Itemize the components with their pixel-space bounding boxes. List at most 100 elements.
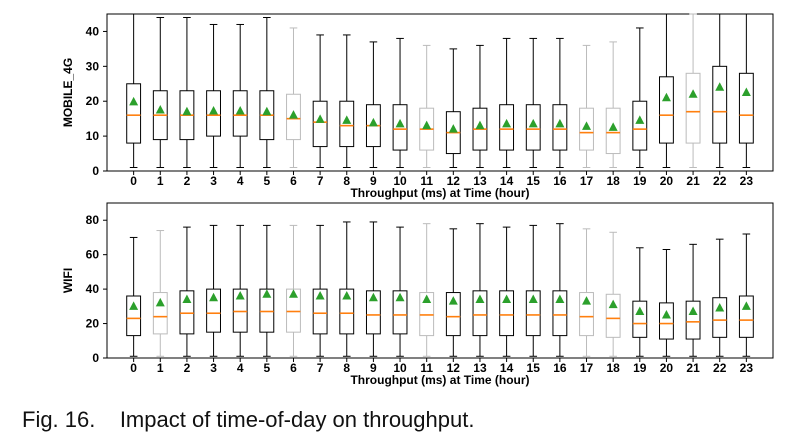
y-axis-label: WIFI <box>61 268 75 293</box>
mean-marker <box>129 96 139 106</box>
x-tick-label: 18 <box>606 361 620 375</box>
y-tick-label: 40 <box>86 282 100 296</box>
x-tick-label: 1 <box>157 174 164 188</box>
mean-marker <box>288 289 298 298</box>
iqr-box <box>206 288 221 333</box>
x-tick-label: 0 <box>130 361 137 375</box>
iqr-box <box>605 107 621 155</box>
mean-marker <box>368 292 378 302</box>
iqr-box <box>339 288 355 335</box>
iqr-box <box>579 107 594 151</box>
box-hour-8 <box>339 34 355 169</box>
box-hour-12 <box>445 48 461 169</box>
box-hour-14 <box>499 37 515 169</box>
x-tick-label: 10 <box>393 174 407 188</box>
mean-marker <box>475 120 485 130</box>
iqr-box <box>712 65 728 144</box>
box-hour-7 <box>312 34 328 169</box>
iqr-box <box>206 90 221 137</box>
box-hour-3 <box>206 23 221 169</box>
x-tick-label: 11 <box>420 361 433 375</box>
iqr-box <box>552 290 568 337</box>
x-tick-label: 12 <box>447 174 461 188</box>
mean-marker <box>528 294 538 303</box>
box-hour-15 <box>525 37 541 169</box>
mean-marker <box>342 291 352 300</box>
box-hour-19 <box>632 247 648 357</box>
iqr-box <box>659 302 674 340</box>
mean-marker <box>209 105 219 115</box>
box-hour-14 <box>499 226 515 357</box>
x-tick-label: 7 <box>317 174 324 188</box>
iqr-box <box>525 290 541 337</box>
box-hour-6 <box>286 224 301 357</box>
iqr-box <box>552 104 568 151</box>
iqr-box <box>232 90 248 137</box>
x-tick-label: 23 <box>740 174 754 188</box>
x-tick-label: 6 <box>290 361 297 375</box>
x-tick-label: 16 <box>553 361 567 375</box>
iqr-box <box>445 292 461 337</box>
x-tick-label: 22 <box>713 174 727 188</box>
x-tick-label: 12 <box>447 361 461 375</box>
x-tick-label: 15 <box>527 174 541 188</box>
box-hour-11 <box>419 223 435 357</box>
x-tick-label: 20 <box>660 174 674 188</box>
iqr-box <box>685 72 701 144</box>
mean-marker <box>555 118 565 128</box>
y-tick-label: 0 <box>92 164 99 178</box>
iqr-box <box>286 93 301 141</box>
iqr-box <box>339 100 355 148</box>
iqr-box <box>419 292 435 337</box>
iqr-box <box>472 290 488 337</box>
box-hour-21 <box>685 13 701 169</box>
iqr-box <box>152 292 168 335</box>
mean-marker <box>688 89 698 98</box>
mean-marker <box>661 309 671 319</box>
box-hour-13 <box>472 223 488 357</box>
x-tick-label: 3 <box>210 174 217 188</box>
box-hour-22 <box>712 238 728 357</box>
y-axis-label: MOBILE_4G <box>61 58 75 127</box>
y-tick-label: 20 <box>86 317 100 331</box>
x-tick-label: 0 <box>130 174 137 188</box>
iqr-box <box>126 83 142 144</box>
x-tick-label: 10 <box>393 361 407 375</box>
iqr-box <box>365 290 381 335</box>
box-hour-15 <box>525 224 541 357</box>
x-tick-label: 20 <box>660 361 674 375</box>
mean-marker <box>608 299 618 309</box>
box-hour-10 <box>392 37 408 169</box>
x-tick-label: 11 <box>420 174 433 188</box>
box-hour-3 <box>206 224 221 357</box>
box-hour-9 <box>365 221 381 357</box>
x-tick-label: 5 <box>263 361 270 375</box>
box-hour-2 <box>179 16 195 169</box>
box-hour-1 <box>152 16 168 169</box>
x-axis-label: Throughput (ms) at Time (hour) <box>350 373 529 387</box>
iqr-box <box>685 300 701 340</box>
x-tick-label: 19 <box>633 361 647 375</box>
mean-marker <box>315 114 325 123</box>
box-hour-8 <box>339 221 355 357</box>
mean-marker <box>715 303 725 312</box>
x-tick-label: 17 <box>580 174 594 188</box>
x-tick-label: 9 <box>370 361 377 375</box>
x-tick-label: 2 <box>184 361 191 375</box>
mean-marker <box>129 301 139 310</box>
mean-marker <box>368 117 378 127</box>
x-tick-label: 23 <box>740 361 754 375</box>
box-hour-20 <box>659 13 674 169</box>
x-tick-label: 18 <box>606 174 620 188</box>
mean-marker <box>661 92 671 102</box>
x-tick-label: 4 <box>237 174 244 188</box>
box-hour-0 <box>126 13 142 169</box>
box-hour-19 <box>632 27 648 169</box>
x-tick-label: 15 <box>527 361 541 375</box>
mean-marker <box>395 292 405 302</box>
iqr-box <box>525 104 541 151</box>
mean-marker <box>502 294 512 303</box>
x-axis-label: Throughput (ms) at Time (hour) <box>350 186 529 200</box>
x-tick-label: 14 <box>500 174 514 188</box>
mean-marker <box>209 292 219 302</box>
